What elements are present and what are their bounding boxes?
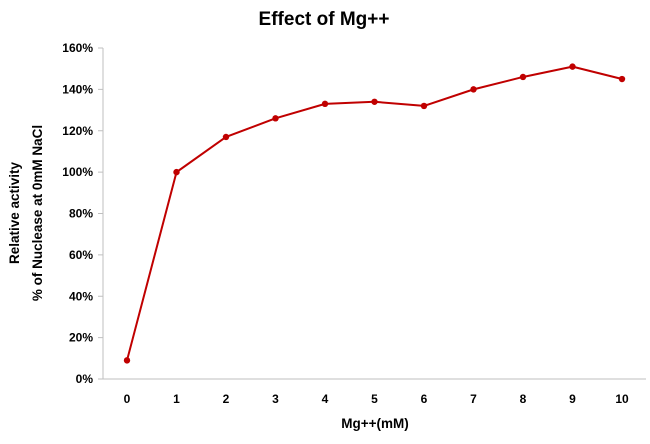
y-axis-label-line-1: Relative activity	[7, 161, 22, 264]
data-point	[123, 357, 131, 364]
y-tick-label: 40%	[69, 289, 93, 303]
x-axis: 0 1 2 3 4 5 6 7 8 9 10	[103, 378, 646, 406]
data-point	[420, 102, 428, 110]
data-point	[222, 133, 230, 141]
x-tick-label: 2	[223, 392, 230, 406]
y-tick-label: 160%	[62, 41, 93, 55]
data-point	[173, 168, 180, 176]
y-tick-label: 100%	[62, 165, 93, 179]
x-tick-label: 6	[421, 392, 428, 406]
y-tick-label: 140%	[62, 82, 93, 96]
y-tick-label: 20%	[69, 331, 93, 345]
data-point	[569, 63, 576, 70]
chart-title: Effect of Mg++	[259, 9, 390, 30]
data-series	[123, 63, 626, 364]
y-axis: 0% 20% 40% 60% 80% 100% 120% 140% 160%	[62, 41, 104, 386]
data-point	[321, 100, 329, 108]
data-point	[519, 73, 527, 81]
x-tick-label: 9	[569, 392, 576, 406]
y-tick-label: 80%	[69, 207, 93, 221]
x-tick-label: 8	[520, 392, 527, 406]
data-point	[371, 98, 378, 105]
x-tick-label: 4	[322, 392, 329, 406]
y-tick-label: 120%	[62, 124, 93, 138]
x-tick-label: 7	[470, 392, 477, 406]
y-tick-label: 0%	[76, 372, 94, 386]
x-tick-label: 3	[272, 392, 279, 406]
data-point	[470, 86, 477, 93]
x-tick-label: 10	[615, 392, 629, 406]
y-tick-label: 60%	[69, 248, 93, 262]
y-axis-label-line-2: % of Nuclease at 0mM NaCl	[30, 125, 45, 301]
series-line	[126, 65, 623, 361]
x-tick-label: 0	[124, 392, 131, 406]
x-axis-label: Mg++(mM)	[341, 416, 409, 431]
data-point	[618, 75, 626, 83]
x-tick-label: 1	[173, 392, 180, 406]
x-tick-label: 5	[371, 392, 378, 406]
data-point	[272, 115, 279, 122]
